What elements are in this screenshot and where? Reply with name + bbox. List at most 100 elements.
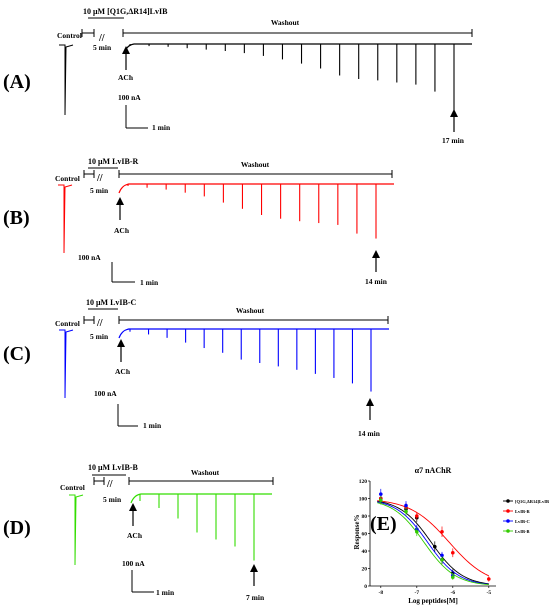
panel-d-wait: 5 min bbox=[103, 495, 122, 504]
panel-a-break: // bbox=[98, 33, 105, 44]
panel-a-protocol-ticks bbox=[81, 29, 95, 37]
legend-swatch-marker bbox=[506, 519, 510, 523]
panel-a-agonist: ACh bbox=[118, 73, 134, 82]
data-point bbox=[379, 498, 383, 503]
panel-c-end-time: 14 min bbox=[358, 429, 381, 438]
panel-c-scale-bar bbox=[117, 404, 138, 427]
fit-curve bbox=[377, 501, 489, 585]
panel-d-scale-time: 1 min bbox=[156, 588, 175, 597]
panel-a-label: (A) bbox=[3, 71, 31, 93]
data-point bbox=[451, 550, 455, 555]
panel-d-scale-current: 100 nA bbox=[122, 559, 145, 568]
panel-d-washout: Washout bbox=[191, 468, 220, 477]
y-tick-label: 60 bbox=[362, 532, 368, 538]
panel-a-scale-time: 1 min bbox=[152, 123, 171, 132]
panel-d-protocol-ticks bbox=[93, 477, 105, 485]
data-point bbox=[415, 529, 419, 534]
panel-c-end-arrow bbox=[366, 398, 374, 420]
washout-baseline bbox=[118, 183, 394, 194]
panel-d: (D) 10 μM LvIB-B Control // 5 min Washou… bbox=[3, 463, 274, 602]
panel-a-scale-bar bbox=[125, 105, 148, 129]
panel-c-control: Control bbox=[55, 319, 80, 328]
x-tick-label: -8 bbox=[379, 590, 384, 596]
chart-title: α7 nAChR bbox=[415, 466, 452, 475]
dose-response-chart: 0 20 40 60 80 100 120 -8 -7 -6 -5 bbox=[359, 479, 496, 596]
chart-x-axis-label: Log peptides[M] bbox=[408, 597, 458, 605]
panel-c-scale-current: 100 nA bbox=[94, 389, 117, 398]
panel-c-break: // bbox=[96, 318, 103, 329]
panel-b-scale-bar bbox=[111, 262, 135, 283]
panel-b-scale-current: 100 nA bbox=[78, 253, 101, 262]
panel-a-treatment: 10 μM [Q1G,ΔR14]LvIB bbox=[83, 7, 168, 16]
panel-c-ach-arrow bbox=[117, 339, 125, 362]
control-response bbox=[59, 44, 74, 116]
panel-a-scale-current: 100 nA bbox=[118, 93, 141, 102]
data-point bbox=[440, 557, 444, 562]
legend-entry-label: LvIB-B bbox=[515, 529, 530, 534]
y-tick-label: 80 bbox=[362, 514, 368, 520]
panel-b-scale-time: 1 min bbox=[140, 278, 159, 287]
panel-d-treatment: 10 μM LvIB-B bbox=[88, 463, 139, 472]
y-tick-label: 100 bbox=[359, 497, 368, 503]
panel-d-control: Control bbox=[60, 483, 85, 492]
legend-swatch-marker bbox=[506, 509, 510, 513]
x-tick-label: -6 bbox=[451, 590, 456, 596]
panel-b-protocol-ticks bbox=[83, 170, 95, 178]
data-point bbox=[451, 575, 455, 580]
control-response bbox=[69, 494, 84, 566]
y-tick-label: 20 bbox=[362, 567, 368, 573]
panel-a-end-arrow bbox=[450, 109, 458, 132]
panel-a: (A) 10 μM [Q1G,ΔR14]LvIB Control // 5 mi… bbox=[3, 7, 473, 145]
x-tick-label: -7 bbox=[415, 590, 420, 596]
panel-d-washout-bar bbox=[128, 477, 274, 485]
legend-entry-label: LvIB-C bbox=[515, 519, 530, 524]
panel-b-ach-arrow bbox=[116, 197, 124, 220]
panel-c-agonist: ACh bbox=[115, 367, 131, 376]
panel-b-agonist: ACh bbox=[114, 226, 130, 235]
data-point bbox=[487, 577, 491, 581]
series-3 bbox=[377, 495, 489, 586]
fit-curve bbox=[377, 500, 489, 585]
data-point bbox=[404, 509, 408, 514]
panel-b-control: Control bbox=[55, 174, 80, 183]
panel-b-end-arrow bbox=[372, 250, 380, 272]
data-point bbox=[415, 514, 419, 518]
panel-c-label: (C) bbox=[3, 343, 31, 365]
panel-b-label: (B) bbox=[3, 207, 30, 229]
fit-curve bbox=[377, 500, 489, 577]
panel-d-scale-bar bbox=[131, 570, 154, 593]
panel-d-ach-arrow bbox=[129, 503, 137, 526]
chart-y-axis-label: Response% bbox=[353, 514, 361, 549]
panel-a-washout-bar bbox=[122, 29, 473, 37]
x-tick-label: -5 bbox=[487, 590, 492, 596]
series-0 bbox=[377, 493, 489, 585]
washout-baseline bbox=[130, 493, 272, 504]
panel-c-washout: Washout bbox=[236, 306, 265, 315]
panel-b-break: // bbox=[96, 173, 103, 184]
panel-b-wait: 5 min bbox=[90, 186, 109, 195]
data-point bbox=[379, 492, 383, 496]
chart-legend: [Q1G,ΔR14]LvIB LvIB-R LvIB-C LvIB-B bbox=[503, 499, 549, 534]
panel-d-end-time: 7 min bbox=[246, 593, 265, 602]
y-tick-label: 40 bbox=[362, 549, 368, 555]
panel-b: (B) 10 μM LvIB-R Control // 5 min Washou… bbox=[3, 157, 394, 287]
control-response bbox=[58, 184, 73, 254]
data-point bbox=[433, 544, 437, 549]
y-tick-label: 0 bbox=[364, 584, 367, 590]
panel-c-scale-time: 1 min bbox=[143, 421, 162, 430]
washout-baseline bbox=[123, 43, 472, 54]
legend-swatch-marker bbox=[506, 529, 510, 533]
panel-a-control: Control bbox=[57, 31, 82, 40]
legend-entry-label: LvIB-R bbox=[515, 509, 531, 514]
data-point bbox=[440, 553, 444, 558]
panel-d-trace bbox=[69, 493, 272, 566]
panel-d-break: // bbox=[106, 479, 113, 490]
panel-a-ach-arrow bbox=[122, 46, 130, 70]
panel-d-label: (D) bbox=[3, 517, 31, 539]
panel-b-treatment: 10 μM LvIB-R bbox=[88, 157, 139, 166]
panel-a-wait: 5 min bbox=[93, 43, 112, 52]
panel-c-trace bbox=[59, 328, 389, 399]
data-point bbox=[440, 529, 444, 534]
panel-c-treatment: 10 μM LvIB-C bbox=[86, 298, 137, 307]
